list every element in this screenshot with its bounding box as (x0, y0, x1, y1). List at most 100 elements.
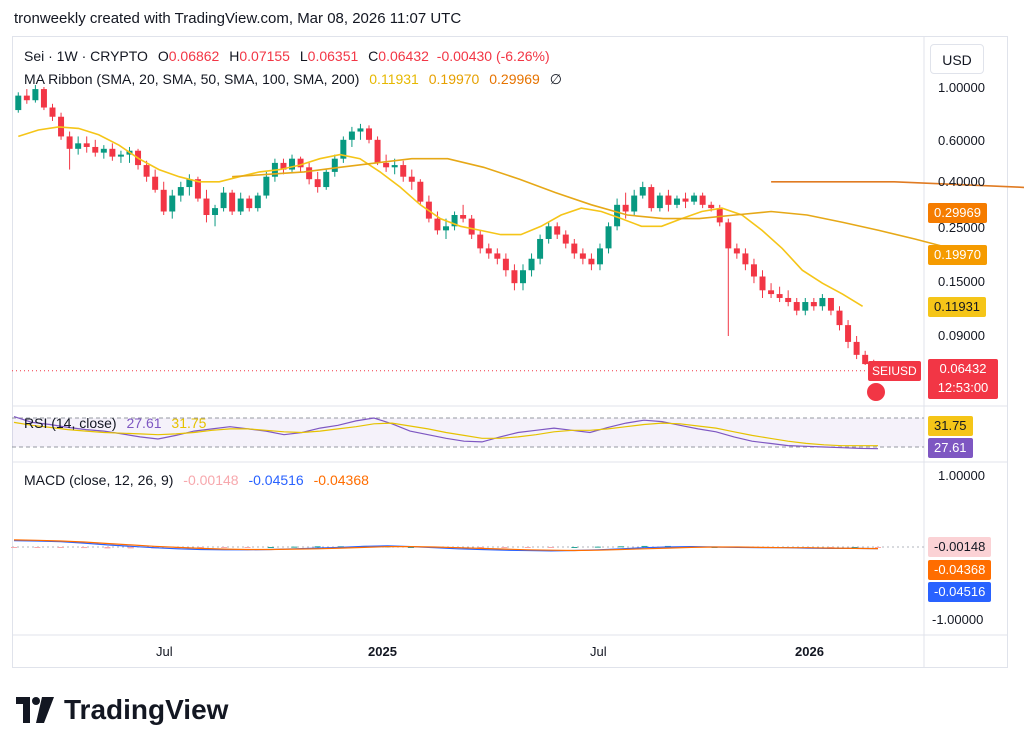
y-tick-label: 0.15000 (938, 274, 985, 289)
chart-caption: tronweekly created with TradingView.com,… (14, 10, 462, 27)
candle-body (596, 248, 603, 265)
open-label: O (157, 48, 169, 64)
macd-signal-value: -0.04368 (313, 472, 369, 488)
candle-body (186, 179, 193, 188)
macd-hist-bar (641, 545, 648, 547)
chart-canvas[interactable] (0, 0, 1024, 680)
rsi-line (13, 416, 879, 450)
ma100-line (771, 181, 1024, 189)
brand-name: TradingView (64, 694, 229, 725)
candle-body (23, 95, 30, 101)
macd-axis-top: 1.00000 (938, 468, 985, 483)
macd-hist-bar (337, 546, 344, 548)
symbol-name: Sei · 1W · CRYPTO (24, 48, 148, 64)
ma50-badge: 0.19970 (928, 245, 987, 265)
candle-body (357, 128, 364, 132)
macd-hist-bar (34, 547, 41, 548)
macd-axis-bottom: -1.00000 (932, 612, 984, 627)
candle-body (810, 302, 817, 307)
macd-hist-value: -0.00148 (183, 472, 239, 488)
macd-hist-bar (594, 546, 601, 548)
candle-body (605, 226, 612, 249)
candle-body (477, 234, 484, 249)
x-tick-label: Jul (590, 644, 607, 659)
candle-body (220, 192, 227, 209)
candle-body (237, 198, 244, 212)
candle-body (614, 204, 621, 227)
candle-body (776, 294, 783, 298)
candle-body (280, 162, 287, 170)
candle-body (92, 146, 99, 153)
candle-body (793, 302, 800, 311)
candle-body (716, 208, 723, 223)
candle-body (827, 297, 834, 311)
candle-body (725, 222, 732, 249)
candle-body (66, 136, 73, 149)
y-tick-label: 0.60000 (938, 133, 985, 148)
candle-body (562, 234, 569, 244)
candle-body (648, 187, 655, 209)
macd-badge: -0.04516 (928, 582, 992, 602)
candle-body (100, 148, 107, 153)
candle-body (862, 354, 869, 365)
last-price-badge: 0.06432 12:53:00 (928, 359, 998, 399)
macd-value: -0.04516 (248, 472, 304, 488)
high-label: H (229, 48, 240, 64)
candle-body (246, 198, 253, 209)
candle-body (819, 297, 826, 307)
candle-body (742, 253, 749, 265)
ma20-badge: 0.11931 (928, 297, 987, 317)
y-tick-label: 1.00000 (938, 80, 985, 95)
candle-body (554, 226, 561, 235)
macd-legend: MACD (close, 12, 26, 9) -0.00148 -0.0451… (24, 472, 369, 488)
ma-ribbon-label: MA Ribbon (SMA, 20, SMA, 50, SMA, 100, S… (24, 71, 360, 87)
macd-hist-bar (197, 547, 204, 549)
currency-button[interactable]: USD (930, 44, 984, 74)
candle-body (768, 290, 775, 295)
candle-body (434, 218, 441, 231)
candle-body (417, 181, 424, 202)
candle-body (545, 226, 552, 239)
candle-body (374, 139, 381, 163)
candle-body (323, 171, 330, 188)
macd-hist-bar (851, 547, 858, 548)
macd-hist-bar (524, 547, 531, 548)
macd-hist-bar (267, 547, 274, 548)
candle-body (289, 158, 296, 170)
bar-countdown: 12:53:00 (937, 380, 989, 395)
rsi-band (12, 418, 924, 447)
candle-body (750, 264, 757, 277)
macd-hist-bar (314, 546, 321, 548)
close-value: 0.06432 (378, 48, 429, 64)
macd-hist-bar (501, 547, 508, 549)
macd-hist-bar (57, 547, 64, 548)
macd-hist-bar (244, 547, 251, 548)
candle-body (366, 128, 373, 140)
candle-body (836, 310, 843, 326)
macd-hist-bar (104, 547, 111, 549)
candle-body (109, 148, 116, 157)
candle-body (383, 162, 390, 168)
candle-body (845, 325, 852, 342)
chart-frame[interactable] (12, 36, 1008, 668)
macd-signal-badge: -0.04368 (928, 560, 992, 580)
candle-body (733, 248, 740, 254)
y-tick-label: 0.40000 (938, 174, 985, 189)
close-label: C (368, 48, 379, 64)
candle-body (83, 143, 90, 147)
change-value: -0.00430 (-6.26%) (436, 48, 550, 64)
candle-body (391, 165, 398, 168)
macd-hist-bar (875, 547, 881, 548)
candle-body (673, 198, 680, 205)
candle-body (622, 204, 629, 212)
candle-body (306, 167, 313, 180)
ma-ribbon-legend: MA Ribbon (SMA, 20, SMA, 50, SMA, 100, S… (24, 71, 562, 88)
candle-body (802, 302, 809, 311)
candle-body (75, 143, 82, 149)
candle-body (314, 179, 321, 188)
candle-body (588, 258, 595, 265)
candle-body (639, 187, 646, 196)
candle-body (785, 297, 792, 303)
x-tick-label: Jul (156, 644, 173, 659)
rsi-ma-line (13, 421, 878, 447)
